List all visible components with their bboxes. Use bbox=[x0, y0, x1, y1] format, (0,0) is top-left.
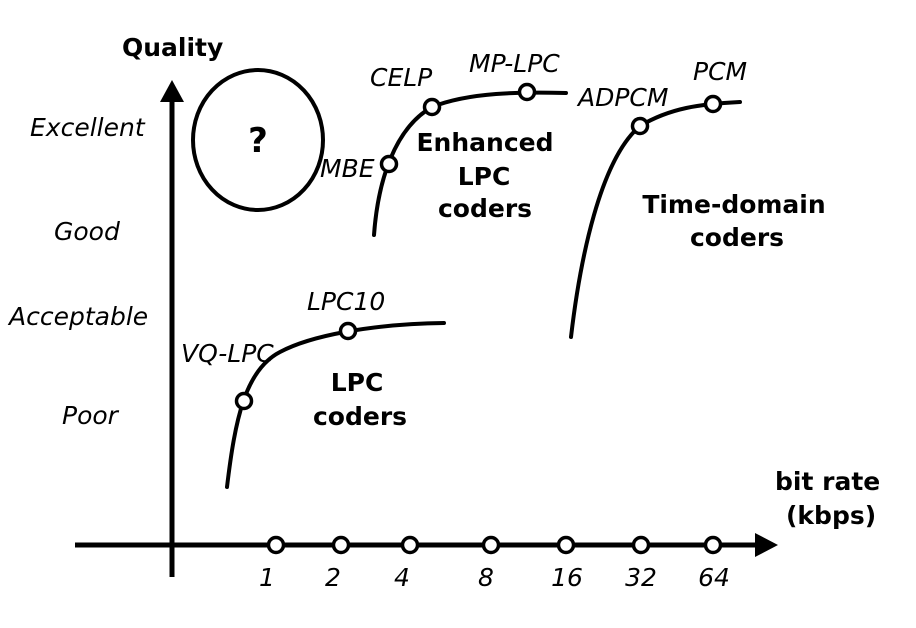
vq-lpc-label: VQ-LPC bbox=[181, 339, 274, 368]
time-domain-group-label-line2: coders bbox=[690, 223, 784, 252]
lpc-coders-group-label-line1: LPC bbox=[331, 368, 384, 397]
lpc10-point bbox=[338, 321, 358, 341]
x-tick-marker-1 bbox=[266, 535, 286, 555]
x-tick-marker-32 bbox=[631, 535, 651, 555]
x-tick-label-16: 16 bbox=[551, 563, 583, 592]
x-tick-label-8: 8 bbox=[478, 563, 494, 592]
mp-lpc-point bbox=[517, 82, 537, 102]
x-tick-marker-8 bbox=[481, 535, 501, 555]
celp-label: CELP bbox=[370, 63, 433, 92]
x-tick-label-32: 32 bbox=[625, 563, 657, 592]
enhanced-lpc-group-label-line3: coders bbox=[438, 194, 532, 223]
lpc-coders-group-label-line2: coders bbox=[313, 402, 407, 431]
x-axis-title-line1: bit rate bbox=[775, 467, 880, 496]
x-tick-marker-64 bbox=[703, 535, 723, 555]
x-tick-label-2: 2 bbox=[325, 563, 341, 592]
adpcm-point bbox=[630, 116, 650, 136]
x-tick-marker-4 bbox=[400, 535, 420, 555]
vq-lpc-point bbox=[234, 391, 254, 411]
mbe-point bbox=[379, 154, 399, 174]
pcm-point bbox=[703, 94, 723, 114]
celp-point bbox=[422, 97, 442, 117]
y-axis-arrowhead bbox=[160, 80, 184, 102]
quality-label-poor: Poor bbox=[62, 401, 120, 430]
time-domain-group-label-line1: Time-domain bbox=[642, 190, 825, 219]
mp-lpc-label: MP-LPC bbox=[469, 49, 560, 78]
x-tick-label-4: 4 bbox=[394, 563, 410, 592]
x-tick-marker-2 bbox=[331, 535, 351, 555]
x-axis-arrowhead bbox=[755, 533, 778, 557]
enhanced-lpc-group-label-line1: Enhanced bbox=[416, 128, 553, 157]
x-tick-marker-16 bbox=[556, 535, 576, 555]
enhanced-lpc-group-label-line2: LPC bbox=[458, 162, 511, 191]
quality-label-excellent: Excellent bbox=[30, 113, 146, 142]
lpc-coders-curve bbox=[225, 321, 446, 489]
pcm-label: PCM bbox=[693, 57, 747, 86]
adpcm-label: ADPCM bbox=[576, 83, 668, 112]
x-tick-label-64: 64 bbox=[698, 563, 730, 592]
time-domain-coders-curve bbox=[569, 100, 742, 339]
quality-label-acceptable: Acceptable bbox=[7, 302, 148, 331]
x-tick-label-1: 1 bbox=[259, 563, 275, 592]
unknown-region-ellipse bbox=[191, 68, 325, 212]
y-axis-title: Quality bbox=[122, 33, 223, 62]
quality-label-good: Good bbox=[54, 217, 120, 246]
lpc10-label: LPC10 bbox=[307, 287, 385, 316]
unknown-region-question-mark: ? bbox=[248, 121, 268, 161]
x-axis-title-line2: (kbps) bbox=[786, 501, 876, 530]
mbe-label: MBE bbox=[320, 154, 375, 183]
